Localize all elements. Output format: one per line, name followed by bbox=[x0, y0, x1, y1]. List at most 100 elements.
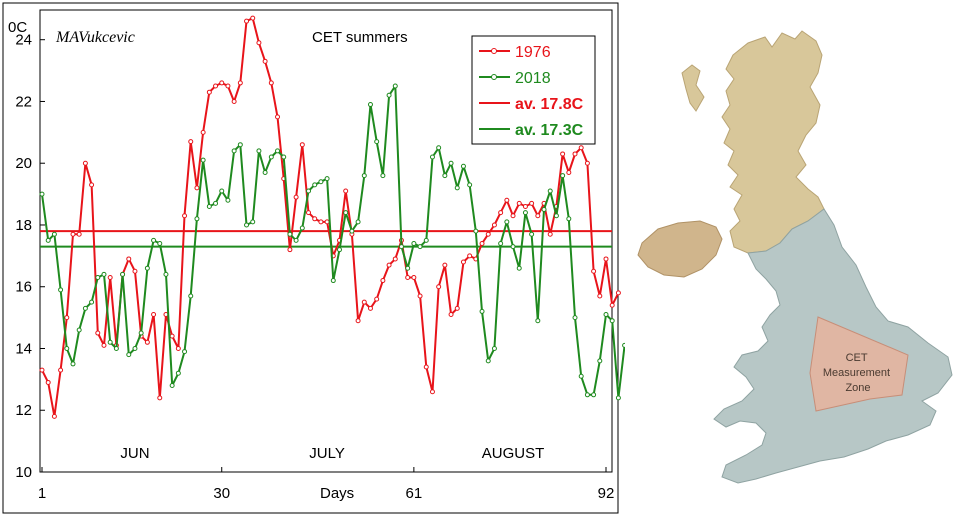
data-point bbox=[572, 151, 578, 157]
signature: MAVukcevic bbox=[55, 29, 135, 46]
data-point bbox=[225, 83, 231, 89]
data-point bbox=[237, 142, 243, 148]
data-point bbox=[504, 219, 510, 225]
data-point bbox=[609, 318, 615, 324]
data-point bbox=[343, 188, 349, 194]
data-point bbox=[287, 247, 293, 253]
data-point bbox=[547, 188, 553, 194]
legend: 1976 2018 av. 17.8C av. 17.3C bbox=[471, 35, 596, 145]
data-point bbox=[436, 284, 442, 290]
chart-frame bbox=[2, 2, 619, 514]
data-point bbox=[293, 237, 299, 243]
data-point bbox=[144, 265, 150, 271]
data-point bbox=[405, 274, 411, 280]
data-point bbox=[411, 241, 417, 246]
data-point bbox=[51, 413, 57, 419]
data-point bbox=[107, 339, 113, 345]
data-point bbox=[367, 305, 373, 311]
data-point bbox=[76, 327, 82, 333]
data-point bbox=[306, 188, 312, 194]
data-point bbox=[169, 383, 175, 389]
data-point bbox=[553, 213, 559, 219]
data-point bbox=[126, 256, 132, 262]
data-point bbox=[442, 173, 448, 179]
data-point bbox=[225, 197, 231, 203]
legend-marker bbox=[491, 48, 497, 54]
x-tick-label: 61 bbox=[406, 485, 423, 502]
data-point bbox=[268, 154, 274, 160]
data-point bbox=[336, 247, 342, 253]
data-point bbox=[429, 154, 435, 160]
data-point bbox=[578, 373, 584, 379]
data-point bbox=[529, 231, 535, 237]
data-point bbox=[535, 318, 541, 324]
data-point bbox=[64, 315, 70, 321]
data-point bbox=[405, 265, 411, 271]
data-point bbox=[597, 358, 603, 364]
data-point bbox=[324, 219, 330, 225]
data-point bbox=[603, 312, 609, 318]
data-point bbox=[491, 222, 497, 228]
data-point bbox=[510, 244, 516, 250]
y-tick-label: 18 bbox=[15, 217, 32, 234]
y-tick-label: 24 bbox=[15, 32, 32, 49]
data-point bbox=[101, 342, 107, 348]
legend-label: 2018 bbox=[515, 70, 551, 87]
data-point bbox=[287, 231, 293, 237]
data-point bbox=[188, 293, 194, 299]
legend-label: av. 17.8C bbox=[515, 96, 584, 113]
data-point bbox=[591, 268, 597, 274]
data-point bbox=[39, 191, 45, 197]
data-point bbox=[584, 392, 590, 398]
data-point bbox=[460, 259, 466, 265]
month-label: JUN bbox=[120, 445, 149, 462]
data-point bbox=[522, 203, 528, 209]
data-point bbox=[275, 148, 281, 154]
data-point bbox=[504, 197, 510, 203]
y-axis-unit-label: 0C bbox=[8, 19, 27, 36]
data-point bbox=[51, 231, 57, 237]
data-point bbox=[442, 262, 448, 268]
data-point bbox=[380, 278, 386, 284]
uk-map: CET Measurement Zone bbox=[637, 30, 953, 484]
x-axis: 1 30 61 92 bbox=[38, 467, 614, 502]
data-point bbox=[206, 89, 212, 95]
cet-zone-label-line-2: Measurement bbox=[823, 367, 890, 379]
data-point bbox=[126, 352, 132, 358]
data-point bbox=[213, 83, 219, 89]
data-point bbox=[256, 40, 262, 46]
y-tick-label: 12 bbox=[15, 402, 32, 419]
data-point bbox=[491, 345, 497, 351]
data-point bbox=[448, 160, 454, 166]
legend-label: 1976 bbox=[515, 44, 551, 61]
data-point bbox=[219, 80, 225, 86]
data-point bbox=[231, 148, 237, 154]
data-point bbox=[547, 231, 553, 237]
data-point bbox=[281, 154, 287, 160]
data-point bbox=[485, 231, 491, 237]
data-point bbox=[299, 142, 305, 148]
cet-zone-shape bbox=[809, 316, 909, 412]
data-point bbox=[275, 114, 281, 120]
data-point bbox=[485, 358, 491, 364]
data-point bbox=[436, 145, 442, 151]
cet-zone-label: CET Measurement Zone bbox=[823, 352, 893, 394]
data-point bbox=[250, 15, 256, 21]
data-point bbox=[479, 308, 485, 314]
data-point bbox=[411, 274, 417, 280]
data-point bbox=[101, 271, 107, 277]
scotland-shape bbox=[721, 30, 825, 254]
data-point bbox=[312, 182, 318, 188]
data-point bbox=[367, 102, 373, 108]
data-point bbox=[572, 315, 578, 321]
data-point bbox=[70, 361, 76, 367]
data-point bbox=[95, 274, 101, 280]
data-point bbox=[157, 395, 163, 401]
data-point bbox=[448, 312, 454, 318]
northern-ireland-shape bbox=[637, 220, 723, 278]
scotland-hebrides-shape bbox=[681, 64, 705, 112]
data-point bbox=[584, 160, 590, 166]
data-point bbox=[107, 274, 113, 280]
data-point bbox=[157, 241, 163, 246]
data-point bbox=[591, 392, 597, 398]
